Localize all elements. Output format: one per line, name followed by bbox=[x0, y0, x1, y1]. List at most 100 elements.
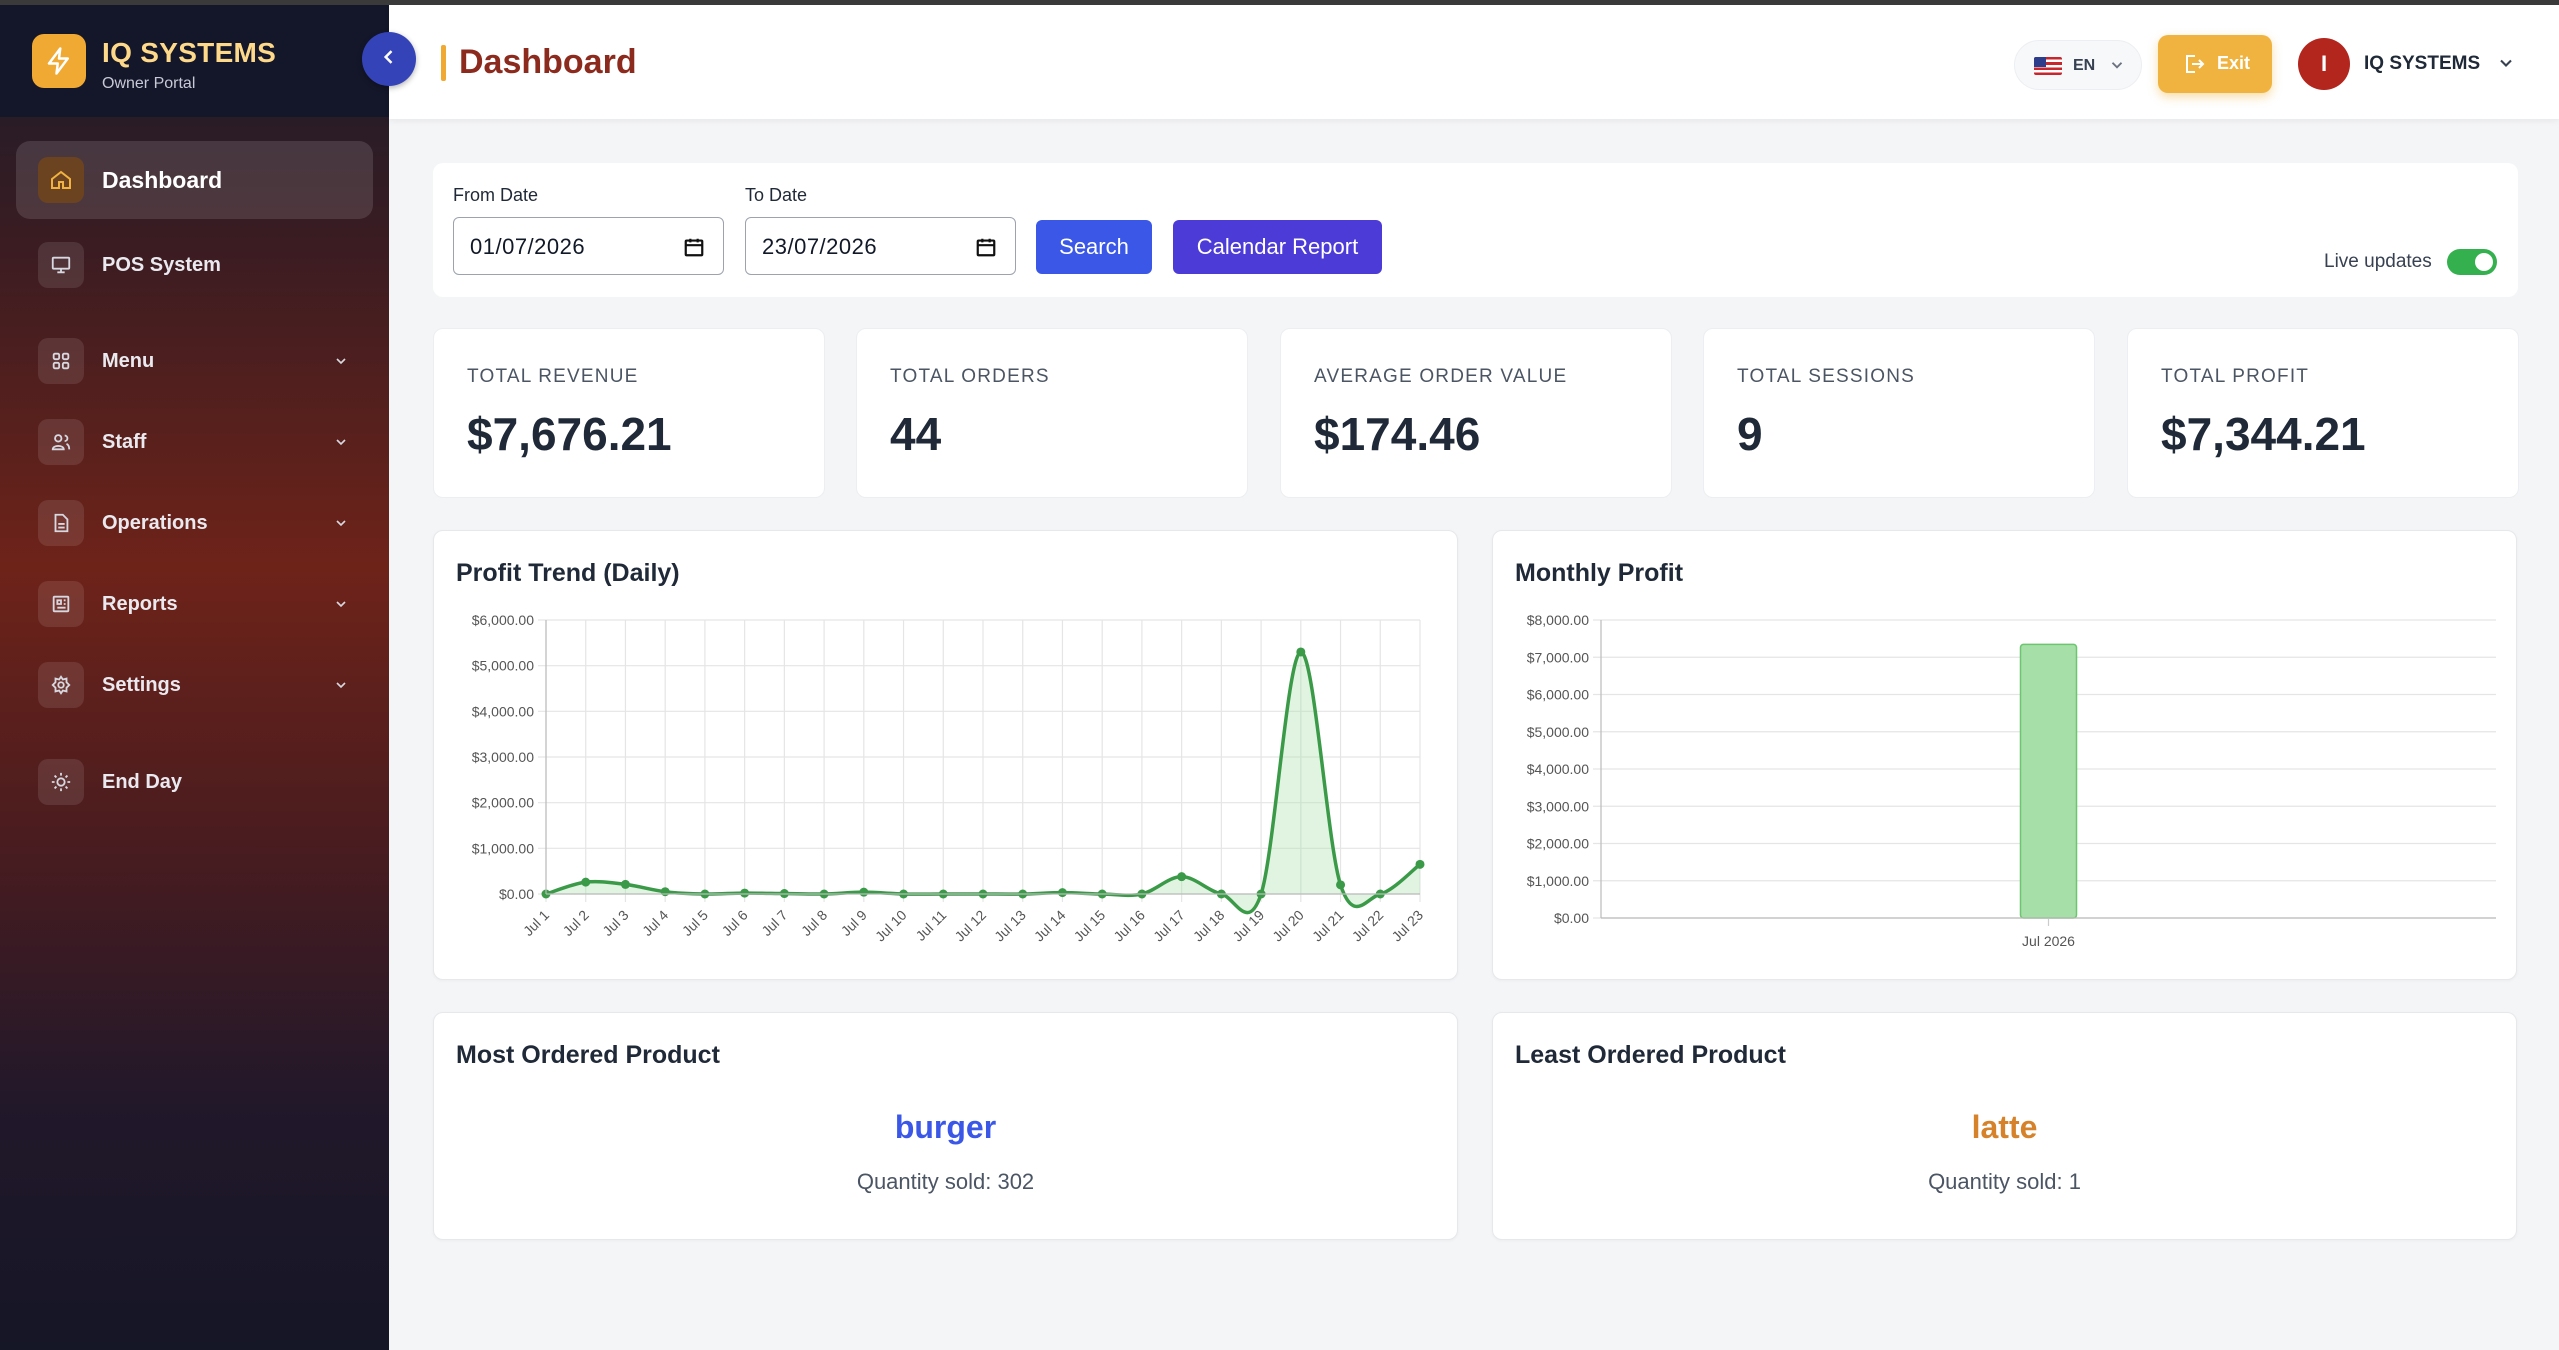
stat-value: 9 bbox=[1737, 408, 1763, 460]
stat-value: 44 bbox=[890, 408, 942, 460]
bar bbox=[2019, 643, 2078, 919]
grid-icon bbox=[38, 338, 84, 384]
stat-label: TOTAL REVENUE bbox=[467, 366, 639, 387]
data-point bbox=[740, 888, 750, 898]
most-ordered-card: Most Ordered Product burger Quantity sol… bbox=[433, 1012, 1458, 1240]
sidebar-item-reports[interactable]: Reports bbox=[16, 565, 373, 643]
sidebar-item-operations[interactable]: Operations bbox=[16, 484, 373, 562]
to-date-value: 23/07/2026 bbox=[762, 234, 878, 259]
sidebar-item-label: Settings bbox=[102, 673, 181, 696]
y-tick-label: $1,000.00 bbox=[1527, 873, 1589, 889]
live-updates-toggle[interactable] bbox=[2447, 249, 2497, 275]
data-point bbox=[859, 887, 869, 897]
y-tick-label: $0.00 bbox=[1554, 910, 1589, 926]
x-tick-label: Jul 3 bbox=[599, 907, 631, 939]
stat-label: TOTAL PROFIT bbox=[2161, 366, 2310, 387]
x-tick-label: Jul 2026 bbox=[2022, 933, 2075, 949]
sidebar-item-settings[interactable]: Settings bbox=[16, 646, 373, 724]
y-tick-label: $0.00 bbox=[499, 886, 534, 902]
brand-subtitle: Owner Portal bbox=[102, 75, 196, 92]
data-point bbox=[1177, 872, 1187, 882]
sidebar-item-end-day[interactable]: End Day bbox=[16, 743, 373, 821]
stat-value: $7,344.21 bbox=[2161, 408, 2366, 460]
profit-trend-card: Profit Trend (Daily) $0.00 $1,000.00 $2,00… bbox=[433, 530, 1458, 980]
sidebar-item-label: Reports bbox=[102, 592, 178, 615]
x-tick-label: Jul 2 bbox=[560, 907, 592, 939]
data-point bbox=[1415, 859, 1425, 869]
calendar-icon[interactable] bbox=[975, 236, 997, 263]
x-tick-label: Jul 17 bbox=[1150, 907, 1188, 945]
sidebar-item-label: Dashboard bbox=[102, 166, 223, 193]
y-tick-label: $7,000.00 bbox=[1527, 649, 1589, 665]
x-tick-label: Jul 7 bbox=[758, 907, 790, 939]
x-tick-label: Jul 14 bbox=[1031, 907, 1069, 945]
x-tick-label: Jul 13 bbox=[991, 907, 1029, 945]
data-point bbox=[660, 887, 670, 897]
document-icon bbox=[38, 500, 84, 546]
sidebar-item-label: POS System bbox=[102, 253, 221, 276]
chart-title: Monthly Profit bbox=[1515, 559, 1684, 587]
sidebar-item-pos-system[interactable]: POS System bbox=[16, 226, 373, 304]
card-title: Most Ordered Product bbox=[456, 1041, 720, 1069]
x-tick-label: Jul 8 bbox=[798, 907, 830, 939]
user-name[interactable]: IQ SYSTEMS bbox=[2364, 53, 2481, 74]
stat-card-total-sessions: TOTAL SESSIONS 9 bbox=[1703, 328, 2095, 498]
y-tick-label: $5,000.00 bbox=[1527, 724, 1589, 740]
language-selector[interactable]: EN bbox=[2014, 40, 2142, 90]
toggle-knob bbox=[2475, 253, 2493, 271]
chevron-left-icon bbox=[379, 47, 399, 72]
stat-label: TOTAL ORDERS bbox=[890, 366, 1050, 387]
x-tick-label: Jul 6 bbox=[719, 907, 751, 939]
x-tick-label: Jul 16 bbox=[1110, 907, 1148, 945]
card-title: Least Ordered Product bbox=[1515, 1041, 1786, 1069]
sidebar-item-label: Operations bbox=[102, 511, 208, 534]
y-tick-label: $5,000.00 bbox=[472, 658, 534, 674]
data-point bbox=[581, 877, 591, 887]
language-code: EN bbox=[2073, 57, 2096, 74]
data-point bbox=[1057, 888, 1067, 898]
exit-button[interactable]: Exit bbox=[2158, 35, 2272, 93]
chevron-down-icon bbox=[331, 594, 351, 614]
monitor-icon bbox=[38, 242, 84, 288]
x-tick-label: Jul 22 bbox=[1349, 907, 1387, 945]
profit-trend-chart: $0.00 $1,000.00 $2,000.00 $3,000.00 $4,000.0… bbox=[472, 612, 1427, 945]
exit-label: Exit bbox=[2217, 53, 2251, 73]
users-icon bbox=[38, 419, 84, 465]
x-tick-label: Jul 11 bbox=[912, 907, 949, 944]
y-tick-label: $8,000.00 bbox=[1527, 612, 1589, 628]
x-tick-label: Jul 23 bbox=[1388, 907, 1426, 945]
chevron-down-icon bbox=[331, 675, 351, 695]
title-accent-bar bbox=[441, 45, 446, 81]
calendar-report-button[interactable]: Calendar Report bbox=[1173, 220, 1382, 274]
sidebar-item-dashboard[interactable]: Dashboard bbox=[16, 141, 373, 219]
y-tick-label: $4,000.00 bbox=[472, 703, 534, 719]
data-point bbox=[1336, 880, 1346, 890]
sidebar-item-menu[interactable]: Menu bbox=[16, 322, 373, 400]
avatar[interactable]: I bbox=[2298, 38, 2350, 90]
sidebar: IQ SYSTEMS Owner Portal Dashboard POS Sy… bbox=[0, 0, 389, 1350]
date-filter-bar: From Date 01/07/2026 To Date 23/07/2026 … bbox=[433, 163, 2518, 297]
stat-label: TOTAL SESSIONS bbox=[1737, 366, 1915, 387]
chevron-down-icon bbox=[331, 513, 351, 533]
calendar-icon[interactable] bbox=[683, 236, 705, 263]
y-tick-label: $3,000.00 bbox=[472, 749, 534, 765]
data-point bbox=[1296, 647, 1306, 657]
from-date-input[interactable]: 01/07/2026 bbox=[453, 217, 724, 275]
brand-title: IQ SYSTEMS bbox=[102, 37, 277, 68]
chevron-down-icon[interactable] bbox=[2496, 53, 2516, 78]
chart-title: Profit Trend (Daily) bbox=[456, 559, 680, 587]
sidebar-item-staff[interactable]: Staff bbox=[16, 403, 373, 481]
sidebar-item-label: Staff bbox=[102, 430, 147, 453]
stat-card-total-revenue: TOTAL REVENUE $7,676.21 bbox=[433, 328, 825, 498]
to-date-input[interactable]: 23/07/2026 bbox=[745, 217, 1016, 275]
x-tick-label: Jul 9 bbox=[838, 907, 870, 939]
least-ordered-product-name: latte bbox=[1971, 1109, 2038, 1145]
x-tick-label: Jul 18 bbox=[1190, 907, 1228, 945]
chevron-down-icon bbox=[2108, 56, 2126, 79]
stat-card-total-orders: TOTAL ORDERS 44 bbox=[856, 328, 1248, 498]
to-date-label: To Date bbox=[745, 185, 808, 205]
chevron-down-icon bbox=[331, 351, 351, 371]
most-ordered-product-name: burger bbox=[894, 1109, 997, 1145]
sidebar-collapse-button[interactable] bbox=[362, 32, 416, 86]
search-button[interactable]: Search bbox=[1036, 220, 1152, 274]
